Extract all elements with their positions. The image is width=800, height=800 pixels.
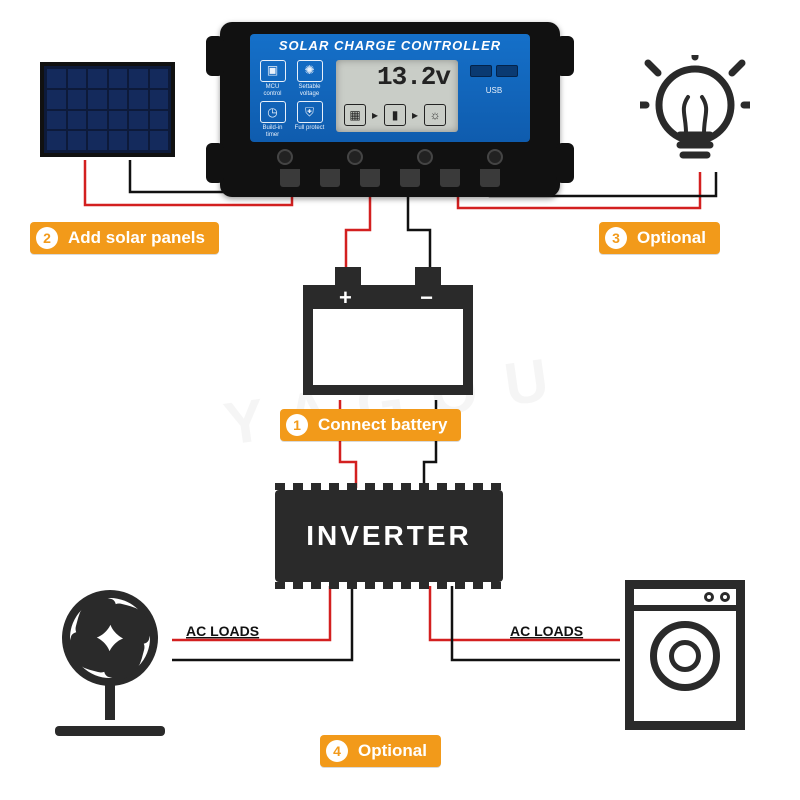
lcd-solar-icon: ▦ [344,104,366,126]
step-3-label: 3Optional [599,222,720,254]
controller-lcd: 13.2v ▦▸ ▮▸ ☼ [336,60,458,132]
inverter-label: INVERTER [275,490,503,582]
controller-usb-ports: USB [464,64,524,95]
controller-feature-icons: ▣MCU control ✺Settable voltage ◷Build-in… [256,60,326,138]
controller-terminals [280,169,500,189]
controller-buttons[interactable] [250,146,530,168]
step-1-label: 1Connect battery [280,409,461,441]
ac-loads-left-label: AC LOADS [186,623,259,639]
solar-panel [40,62,175,157]
ac-loads-right-label: AC LOADS [510,623,583,639]
lcd-bulb-icon: ☼ [424,104,446,126]
washing-machine-icon [625,580,745,730]
step-2-label: 2Add solar panels [30,222,219,254]
lcd-voltage: 13.2v [377,62,450,92]
battery-minus-icon: − [420,287,433,309]
charge-controller: SOLAR CHARGE CONTROLLER ▣MCU control ✺Se… [220,22,560,197]
step-4-label: 4Optional [320,735,441,767]
lcd-battery-icon: ▮ [384,104,406,126]
lightbulb-icon [640,55,750,185]
fan-icon [55,590,165,736]
inverter: INVERTER [275,490,503,582]
battery-plus-icon: + [339,287,352,309]
battery: + − [303,285,473,395]
controller-title: SOLAR CHARGE CONTROLLER [250,38,530,53]
